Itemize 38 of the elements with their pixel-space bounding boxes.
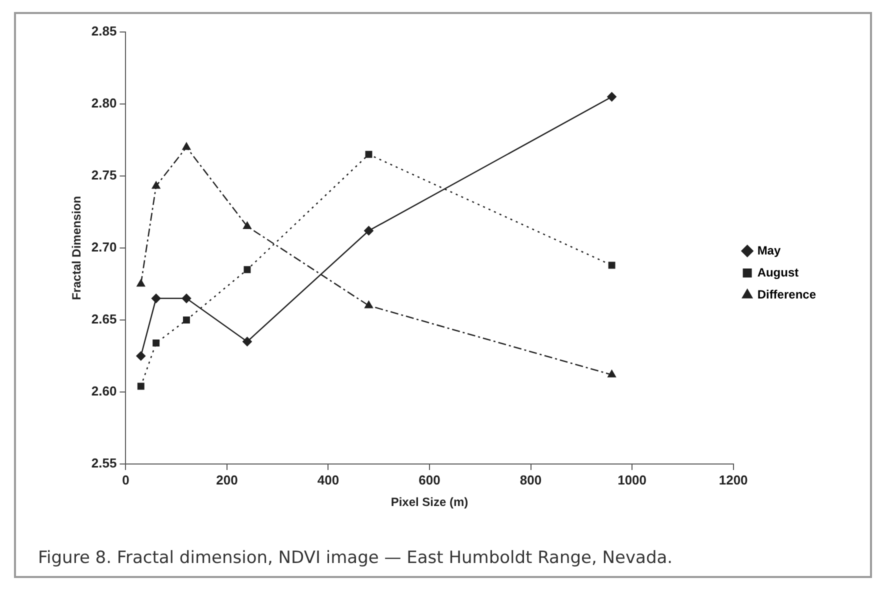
y-tick-label: 2.75 [91, 168, 117, 183]
point [364, 226, 374, 236]
caption: Figure 8. Fractal dimension, NDVI image — East Humboldt Range, Nevada. [38, 548, 673, 568]
y-tick-label: 2.60 [91, 384, 117, 399]
y-tick-label: 2.70 [91, 240, 117, 255]
point [182, 142, 191, 150]
point [152, 340, 160, 347]
y-tick-label: 2.55 [91, 456, 117, 471]
legend-label: May [757, 243, 781, 258]
point [136, 279, 146, 287]
x-tick-label: 1200 [718, 472, 748, 488]
point [136, 351, 146, 361]
x-tick-label: 0 [122, 472, 130, 488]
x-tick-label: 1000 [618, 472, 647, 488]
point [608, 370, 616, 378]
point [244, 266, 251, 274]
point [365, 150, 372, 158]
y-tick-label: 2.65 [91, 312, 117, 327]
point [151, 294, 161, 304]
point [137, 382, 144, 390]
point [182, 294, 192, 304]
y-tick-label: 2.80 [91, 96, 117, 111]
x-tick-label: 400 [317, 472, 340, 488]
x-tick-label: 200 [216, 472, 238, 488]
point [364, 300, 373, 308]
y-axis-title: Fractal Dimension [70, 196, 84, 300]
x-tick-label: 600 [418, 472, 440, 488]
point [607, 92, 616, 102]
point [152, 181, 160, 189]
x-tick-label: 800 [520, 472, 542, 488]
point [608, 262, 616, 269]
x-axis-title: Pixel Size (m) [390, 495, 468, 510]
point [182, 316, 190, 324]
legend-label: August [757, 265, 799, 280]
y-tick-label: 2.85 [91, 24, 117, 39]
point [242, 336, 252, 346]
point [243, 222, 252, 230]
legend-label: Difference [757, 287, 816, 302]
